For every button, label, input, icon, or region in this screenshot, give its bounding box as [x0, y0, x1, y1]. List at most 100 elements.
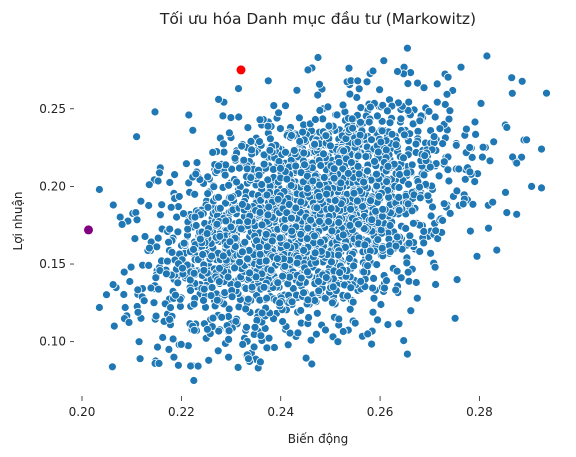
scatter-point — [426, 248, 436, 258]
scatter-point — [359, 267, 369, 277]
scatter-point — [517, 152, 526, 162]
scatter-point — [362, 166, 372, 176]
scatter-point — [174, 192, 184, 201]
scatter-point — [369, 293, 379, 303]
scatter-point — [243, 217, 253, 227]
scatter-point — [484, 223, 493, 233]
scatter-point — [234, 112, 244, 122]
scatter-point — [255, 137, 264, 147]
scatter-point — [214, 95, 224, 104]
scatter-point — [415, 193, 425, 203]
scatter-point — [259, 150, 269, 160]
scatter-point — [230, 153, 240, 163]
scatter-point — [115, 212, 125, 222]
scatter-point — [286, 213, 296, 223]
scatter-point — [263, 175, 273, 185]
scatter-point — [346, 283, 356, 293]
scatter-point — [242, 322, 251, 332]
scatter-point — [243, 294, 253, 304]
scatter-point — [432, 79, 442, 89]
scatter-point — [269, 101, 279, 110]
scatter-point — [212, 295, 222, 305]
scatter-point — [485, 156, 495, 166]
scatter-point — [224, 304, 234, 314]
scatter-point — [151, 311, 161, 321]
scatter-point — [108, 280, 118, 290]
scatter-point — [186, 361, 196, 371]
scatter-point — [165, 314, 175, 324]
scatter-point — [257, 180, 267, 189]
scatter-point — [102, 290, 111, 300]
scatter-point — [394, 205, 404, 215]
scatter-point — [287, 297, 297, 307]
scatter-point — [296, 229, 306, 239]
scatter-point — [338, 100, 348, 110]
scatter-point — [183, 341, 193, 351]
scatter-point — [188, 125, 198, 135]
scatter-point — [95, 303, 104, 312]
scatter-point — [318, 114, 328, 124]
scatter-point — [368, 283, 378, 293]
scatter-point — [354, 84, 364, 94]
scatter-point — [385, 118, 395, 128]
scatter-point — [413, 126, 423, 136]
scatter-point — [296, 306, 306, 315]
scatter-point — [312, 203, 322, 213]
scatter-point — [263, 76, 273, 86]
scatter-point — [429, 132, 439, 142]
scatter-point — [243, 123, 253, 132]
scatter-point — [394, 183, 404, 192]
scatter-point — [434, 171, 444, 181]
scatter-point — [382, 106, 392, 116]
scatter-point — [190, 189, 200, 199]
scatter-point — [218, 251, 228, 261]
scatter-point — [302, 171, 312, 181]
scatter-point — [235, 257, 245, 267]
scatter-point — [419, 227, 429, 236]
scatter-point — [237, 141, 247, 151]
scatter-point — [426, 211, 436, 221]
scatter-point — [313, 90, 323, 100]
scatter-points — [84, 43, 551, 385]
scatter-point — [256, 331, 266, 341]
scatter-point — [372, 260, 382, 270]
scatter-point — [478, 142, 488, 152]
scatter-point — [282, 241, 292, 251]
scatter-point — [237, 247, 247, 257]
scatter-point — [287, 226, 297, 236]
y-tick-label: 0.20 — [39, 179, 66, 193]
scatter-point — [261, 256, 271, 266]
scatter-point — [315, 216, 324, 226]
scatter-point — [220, 170, 230, 180]
scatter-point — [367, 135, 376, 145]
scatter-point — [254, 242, 264, 252]
scatter-point — [353, 76, 363, 86]
scatter-point — [280, 261, 290, 271]
scatter-point — [330, 196, 340, 205]
scatter-point — [254, 170, 264, 180]
scatter-point — [378, 100, 388, 110]
scatter-point — [247, 282, 257, 292]
scatter-point — [407, 206, 417, 216]
scatter-point — [353, 151, 363, 161]
scatter-point — [303, 267, 312, 277]
scatter-point — [423, 191, 433, 201]
scatter-point — [368, 307, 378, 317]
scatter-point — [302, 183, 312, 193]
scatter-point — [192, 158, 202, 168]
scatter-point — [133, 285, 143, 295]
scatter-point — [191, 221, 201, 230]
scatter-point — [404, 97, 414, 107]
scatter-point — [440, 100, 450, 109]
scatter-point — [374, 191, 384, 201]
scatter-point — [438, 139, 448, 149]
scatter-point — [439, 199, 449, 209]
scatter-point — [181, 159, 191, 169]
scatter-point — [166, 303, 175, 313]
scatter-point — [527, 181, 536, 191]
scatter-point — [272, 254, 282, 264]
scatter-point — [125, 277, 135, 286]
chart-title: Tối ưu hóa Danh mục đầu tư (Markowitz) — [159, 10, 476, 28]
scatter-point — [251, 272, 261, 282]
